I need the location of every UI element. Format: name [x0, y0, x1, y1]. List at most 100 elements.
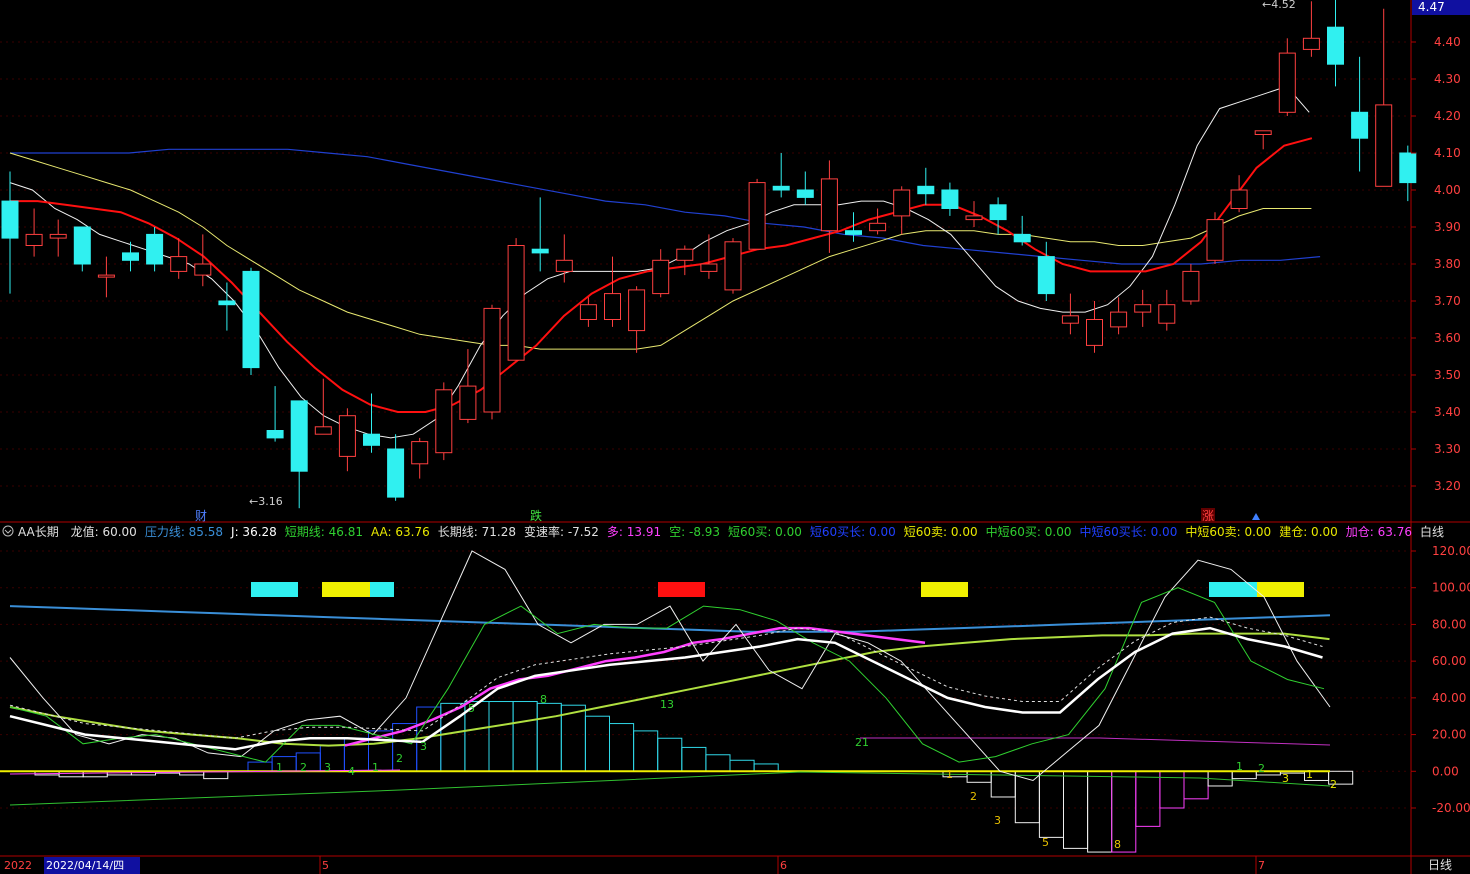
indicator-value: 压力线: 85.58 [145, 525, 223, 539]
indicator-bar-positive [247, 761, 273, 772]
candle-down [772, 185, 790, 191]
indicator-number-negative: 1 [1236, 760, 1243, 773]
indicator-bar-positive [753, 763, 779, 772]
candle-up [820, 178, 838, 232]
candle-up [1375, 104, 1393, 187]
indicator-bar-positive [729, 759, 755, 772]
signal-block [322, 582, 370, 597]
indicator-value: 中短60卖: 0.00 [1185, 524, 1271, 539]
price-tick-label: 3.60 [1434, 331, 1461, 345]
month-label-5: 5 [322, 859, 329, 872]
signal-block [1257, 582, 1304, 597]
low-price-note: ←3.16 [249, 495, 283, 508]
price-tick-label: 3.70 [1434, 294, 1461, 308]
price-axis: 4.40 4.30 4.20 4.10 4.00 3.90 3.80 3.70 3.60 3.50… [1411, 35, 1461, 493]
current-price-box [1412, 0, 1470, 15]
price-tick-label: 4.00 [1434, 183, 1461, 197]
candle-up [676, 248, 694, 261]
indicator-value: 短60买长: 0.00 [810, 525, 896, 539]
signal-block [370, 582, 394, 597]
signal-block [921, 582, 968, 597]
signal-block [658, 582, 705, 597]
marker-zhang: 涨 [1202, 508, 1214, 523]
indicator-number-positive: 4 [348, 765, 355, 778]
candle-up [748, 182, 766, 250]
indicator-value: 长期线: 71.28 [438, 525, 516, 539]
indicator-number-negative: 5 [1042, 836, 1049, 849]
indicator-number-negative: 1 [946, 768, 953, 781]
candle-up [700, 263, 718, 272]
indicator-bar-positive [657, 737, 683, 772]
triangle-up-icon [1252, 513, 1260, 520]
price-tick-label: 3.90 [1434, 220, 1461, 234]
indicator-tick-label: 40.00 [1432, 691, 1466, 705]
price-tick-label: 3.30 [1434, 442, 1461, 456]
candle-up [1254, 130, 1272, 136]
candle-up [965, 215, 983, 221]
indicator-tick-label: 20.00 [1432, 728, 1466, 742]
period-label[interactable]: 日线 [1428, 858, 1452, 872]
candle-up [1182, 270, 1200, 302]
indicator-bar-positive [536, 702, 562, 772]
candle-down [1, 200, 19, 239]
marker-cai: 财 [195, 509, 207, 523]
indicator-tick-label: 100.00 [1432, 581, 1470, 595]
indicator-number-negative: 8 [1114, 838, 1121, 851]
candle-up [1110, 311, 1128, 328]
indicator-value: 空: -8.93 [669, 525, 720, 539]
candle-down [531, 248, 549, 254]
month-label-7: 7 [1258, 859, 1265, 872]
white-thick-line [9, 626, 1323, 751]
signal-block [1209, 582, 1257, 597]
candle-up [1230, 189, 1248, 209]
candle-up [555, 259, 573, 272]
indicator-bar-negative [1328, 770, 1354, 785]
dashed-line [9, 616, 1323, 739]
candle-down [218, 300, 236, 306]
candle-down [242, 270, 260, 369]
candle-down [122, 252, 139, 261]
candle-down [1013, 233, 1031, 243]
candle-down [941, 189, 959, 209]
indicator-value: 短期线: 46.81 [285, 525, 363, 539]
price-tick-label: 3.80 [1434, 257, 1461, 271]
marker-zhang-bg [1201, 508, 1215, 522]
indicator-tick-label: -20.00 [1432, 801, 1470, 815]
candle-up [25, 233, 43, 246]
indicator-tick-label: 0.00 [1432, 764, 1459, 778]
short-term-line [9, 587, 1325, 763]
indicator-bar-positive [584, 715, 611, 772]
magenta-low-line [860, 737, 1331, 746]
magenta-bottom-line [9, 769, 401, 775]
long-green-line [9, 771, 1331, 806]
candle-up [724, 241, 742, 291]
indicator-bar-negative [1063, 770, 1089, 849]
indicator-value: 多: 13.91 [607, 525, 661, 539]
indicator-bar-positive [609, 723, 635, 772]
indicator-value: 加仓: 63.76 [1346, 525, 1412, 539]
price-tick-label: 3.20 [1434, 479, 1461, 493]
candle-down [1351, 111, 1369, 139]
price-tick-label: 4.20 [1434, 109, 1461, 123]
price-tick-label: 3.40 [1434, 405, 1461, 419]
candle-down [266, 430, 284, 439]
candle-down [1037, 256, 1055, 295]
candle-up [97, 274, 115, 278]
time-axis: 2022 2022/04/14/四 5 6 7 日线 [4, 856, 1452, 874]
indicator-value: 龙值: 60.00 [71, 524, 137, 539]
indicator-bar-positive [512, 701, 538, 772]
month-label-6: 6 [780, 859, 787, 872]
candle-up [579, 304, 597, 321]
indicator-axis: 120.00 100.00 80.00 60.00 40.00 20.00 0.00 -20.… [1411, 544, 1470, 815]
indicator-bar-positive [633, 730, 659, 772]
candle-down [387, 448, 405, 498]
candle-down [146, 233, 164, 265]
indicator-value: 建仓: 0.00 [1279, 525, 1338, 539]
indicator-bar-negative [1087, 770, 1113, 853]
high-price-note: ←4.52 [1262, 0, 1296, 11]
indicator-number-positive: 21 [855, 736, 869, 749]
chevron-down-icon[interactable] [2, 525, 14, 537]
candle-up [628, 289, 646, 332]
indicator-tick-label: 60.00 [1432, 654, 1466, 668]
